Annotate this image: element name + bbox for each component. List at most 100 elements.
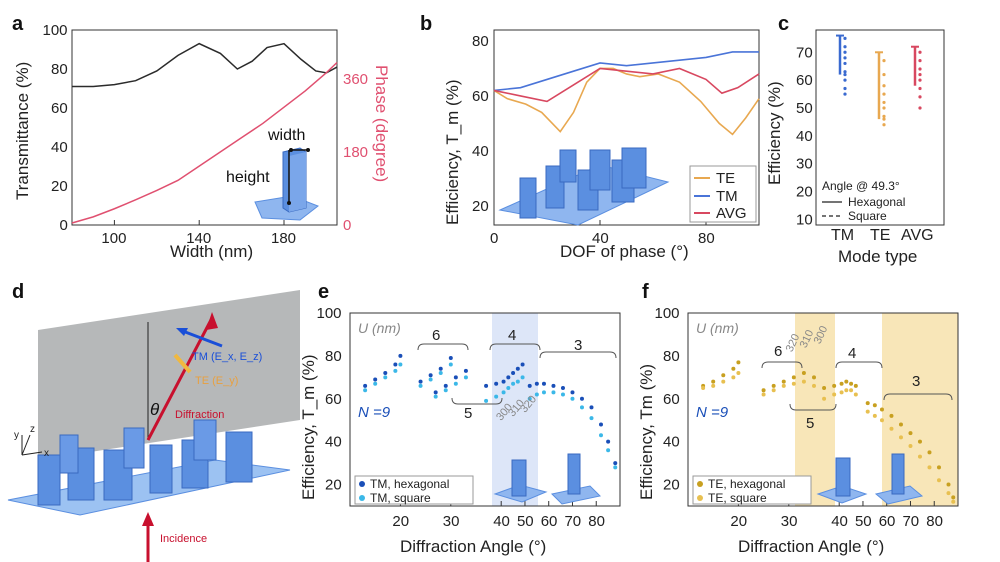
e-point-1-13 [484, 398, 489, 403]
a-ytick-label-3: 60 [51, 100, 68, 117]
panel-a-ticks: 100 140 180 0 20 40 60 80 100 0 180 360 [43, 22, 369, 247]
e-point-0-11 [453, 375, 458, 380]
c-point-2-4 [918, 78, 922, 82]
e-ytick-label-4: 100 [317, 305, 342, 322]
a-ytick-right-label-0: 0 [343, 217, 351, 234]
e-xtick-label-2: 40 [493, 513, 510, 530]
f-point-0-1 [711, 379, 716, 384]
panel-label-d: d [12, 281, 24, 303]
panel-c-legend-title: Angle @ 49.3° [822, 179, 900, 193]
f-point-1-2 [721, 379, 726, 384]
e-point-1-25 [570, 396, 575, 401]
f-point-0-24 [927, 450, 932, 455]
panel-c-ylabel: Efficiency (%) [765, 81, 784, 185]
c-point-2-6 [918, 95, 922, 99]
f-point-0-8 [791, 375, 796, 380]
f-point-0-4 [736, 360, 741, 365]
e-ytick-label-1: 40 [325, 434, 342, 451]
c-ytick-label-1: 20 [796, 184, 813, 201]
f-point-1-18 [872, 413, 877, 418]
b-series-line-avg [493, 67, 760, 103]
b-xtick-label-0: 0 [490, 230, 498, 247]
pillar-array-d [37, 419, 253, 506]
e-point-1-11 [453, 381, 458, 386]
panel-a-frame [71, 29, 338, 226]
f-point-0-23 [917, 439, 922, 444]
f-point-0-10 [812, 375, 816, 380]
f-point-0-12 [832, 383, 837, 388]
panel-label-c: c [778, 13, 789, 35]
e-point-0-13 [484, 383, 489, 388]
c-point-2-1 [918, 59, 922, 63]
legend-tm-square: TM, square [370, 491, 431, 505]
f-point-1-7 [781, 383, 786, 388]
e-point-1-2 [383, 375, 388, 380]
e-point-0-17 [511, 371, 516, 376]
e-point-1-29 [606, 448, 611, 453]
panel-a-lines [71, 42, 338, 224]
e-point-1-1 [373, 381, 378, 386]
f-point-1-27 [951, 499, 956, 504]
f-point-0-15 [849, 381, 854, 386]
e-point-0-25 [570, 390, 575, 395]
legend-avg: AVG [716, 205, 747, 222]
f-point-1-22 [908, 443, 913, 448]
e-point-0-7 [438, 366, 443, 371]
f-xtick-label-0: 20 [730, 513, 747, 530]
e-ytick-label-2: 60 [325, 391, 342, 408]
a-ytick-right-label-2: 360 [343, 71, 368, 88]
f-point-1-14 [844, 388, 849, 393]
c-point-0-7 [843, 78, 847, 82]
a-ytick-label-2: 40 [51, 139, 68, 156]
c-point-2-5 [918, 86, 922, 91]
e-point-1-24 [560, 392, 565, 397]
c-point-1-0 [882, 59, 886, 63]
a-xtick-label-2: 180 [271, 230, 296, 247]
a-xtick-label-0: 100 [101, 230, 126, 247]
f-point-1-20 [889, 426, 894, 431]
legend-te: TE [716, 170, 735, 187]
e-point-0-4 [398, 353, 403, 358]
c-point-1-4 [882, 100, 886, 105]
e-point-0-23 [551, 383, 556, 388]
f-point-0-9 [801, 371, 806, 376]
f-ytick-label-3: 80 [663, 348, 680, 365]
e-point-1-27 [589, 416, 594, 421]
c-ytick-label-6: 70 [796, 44, 813, 61]
c-category-label-1: TE [870, 227, 890, 244]
e-point-0-26 [579, 396, 584, 401]
c-point-1-1 [882, 72, 886, 77]
c-point-2-7 [918, 106, 922, 110]
e-point-1-20 [527, 396, 532, 401]
panel-label-f: f [642, 281, 649, 303]
panel-e-xlabel: Diffraction Angle (°) [400, 537, 546, 556]
f-point-1-26 [946, 491, 951, 496]
e-point-0-30 [613, 461, 618, 466]
panel-e-ylabel: Efficiency, T_m (%) [299, 355, 318, 500]
f-point-0-20 [889, 413, 894, 418]
f-point-1-4 [736, 371, 741, 376]
e-point-1-3 [393, 368, 398, 373]
panel-f-unit-label: U (nm) [696, 320, 739, 336]
e-point-1-26 [579, 405, 584, 410]
a-ytick-label-5: 100 [43, 22, 68, 39]
panel-e-frame [349, 312, 621, 507]
panel-e-ticks: 20 30 40 50 60 70 80 20 40 60 80 100 [317, 305, 605, 530]
e-point-0-19 [520, 362, 525, 367]
f-ytick-label-1: 40 [663, 434, 680, 451]
panel-a-ylabel-right: Phase (degree) [372, 65, 391, 182]
c-category-label-2: AVG [901, 227, 934, 244]
f-point-0-19 [879, 407, 884, 412]
a-xtick-label-1: 140 [186, 230, 211, 247]
e-point-1-12 [463, 375, 468, 380]
panel-b-legend: TE TM AVG [689, 165, 757, 223]
f-point-0-6 [771, 383, 776, 388]
transmittance-line [72, 42, 338, 88]
e-point-1-18 [515, 379, 520, 384]
c-point-0-2 [843, 50, 847, 54]
b-ytick-label-0: 20 [472, 198, 489, 215]
f-point-0-2 [721, 373, 726, 378]
a-ytick-label-1: 20 [51, 178, 68, 195]
f-point-1-1 [711, 383, 716, 388]
legend-te-square: TE, square [708, 491, 767, 505]
